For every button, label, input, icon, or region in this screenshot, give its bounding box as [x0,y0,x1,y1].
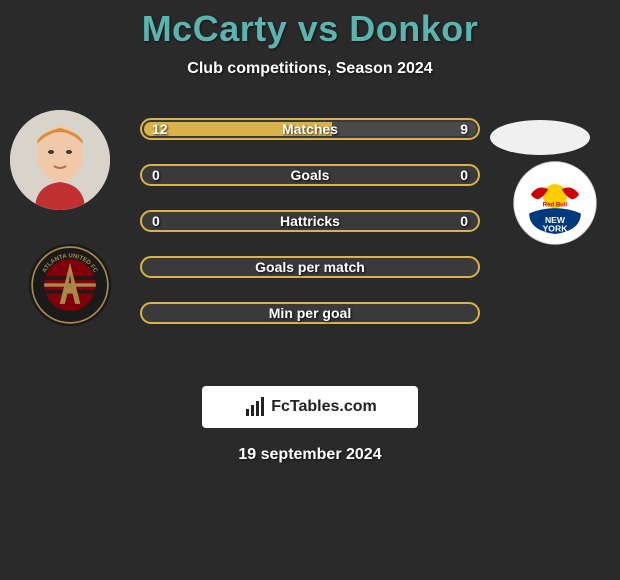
subtitle: Club competitions, Season 2024 [0,60,620,78]
stat-label: Goals [140,167,480,183]
branding-badge[interactable]: FcTables.com [202,386,418,428]
stat-row: 00Hattricks [140,210,480,232]
stat-row: Goals per match [140,256,480,278]
stat-label: Matches [140,121,480,137]
stat-row: 00Goals [140,164,480,186]
stat-label: Min per goal [140,305,480,321]
date-text: 19 september 2024 [0,446,620,464]
page-title: McCarty vs Donkor [0,0,620,50]
stat-label: Goals per match [140,259,480,275]
stat-label: Hattricks [140,213,480,229]
stat-row: 129Matches [140,118,480,140]
branding-text: FcTables.com [271,398,377,416]
chart-icon [243,395,267,419]
stats-panel: 129Matches 00Goals 00Hattricks Goals per ma… [0,118,620,378]
stat-row: Min per goal [140,302,480,324]
